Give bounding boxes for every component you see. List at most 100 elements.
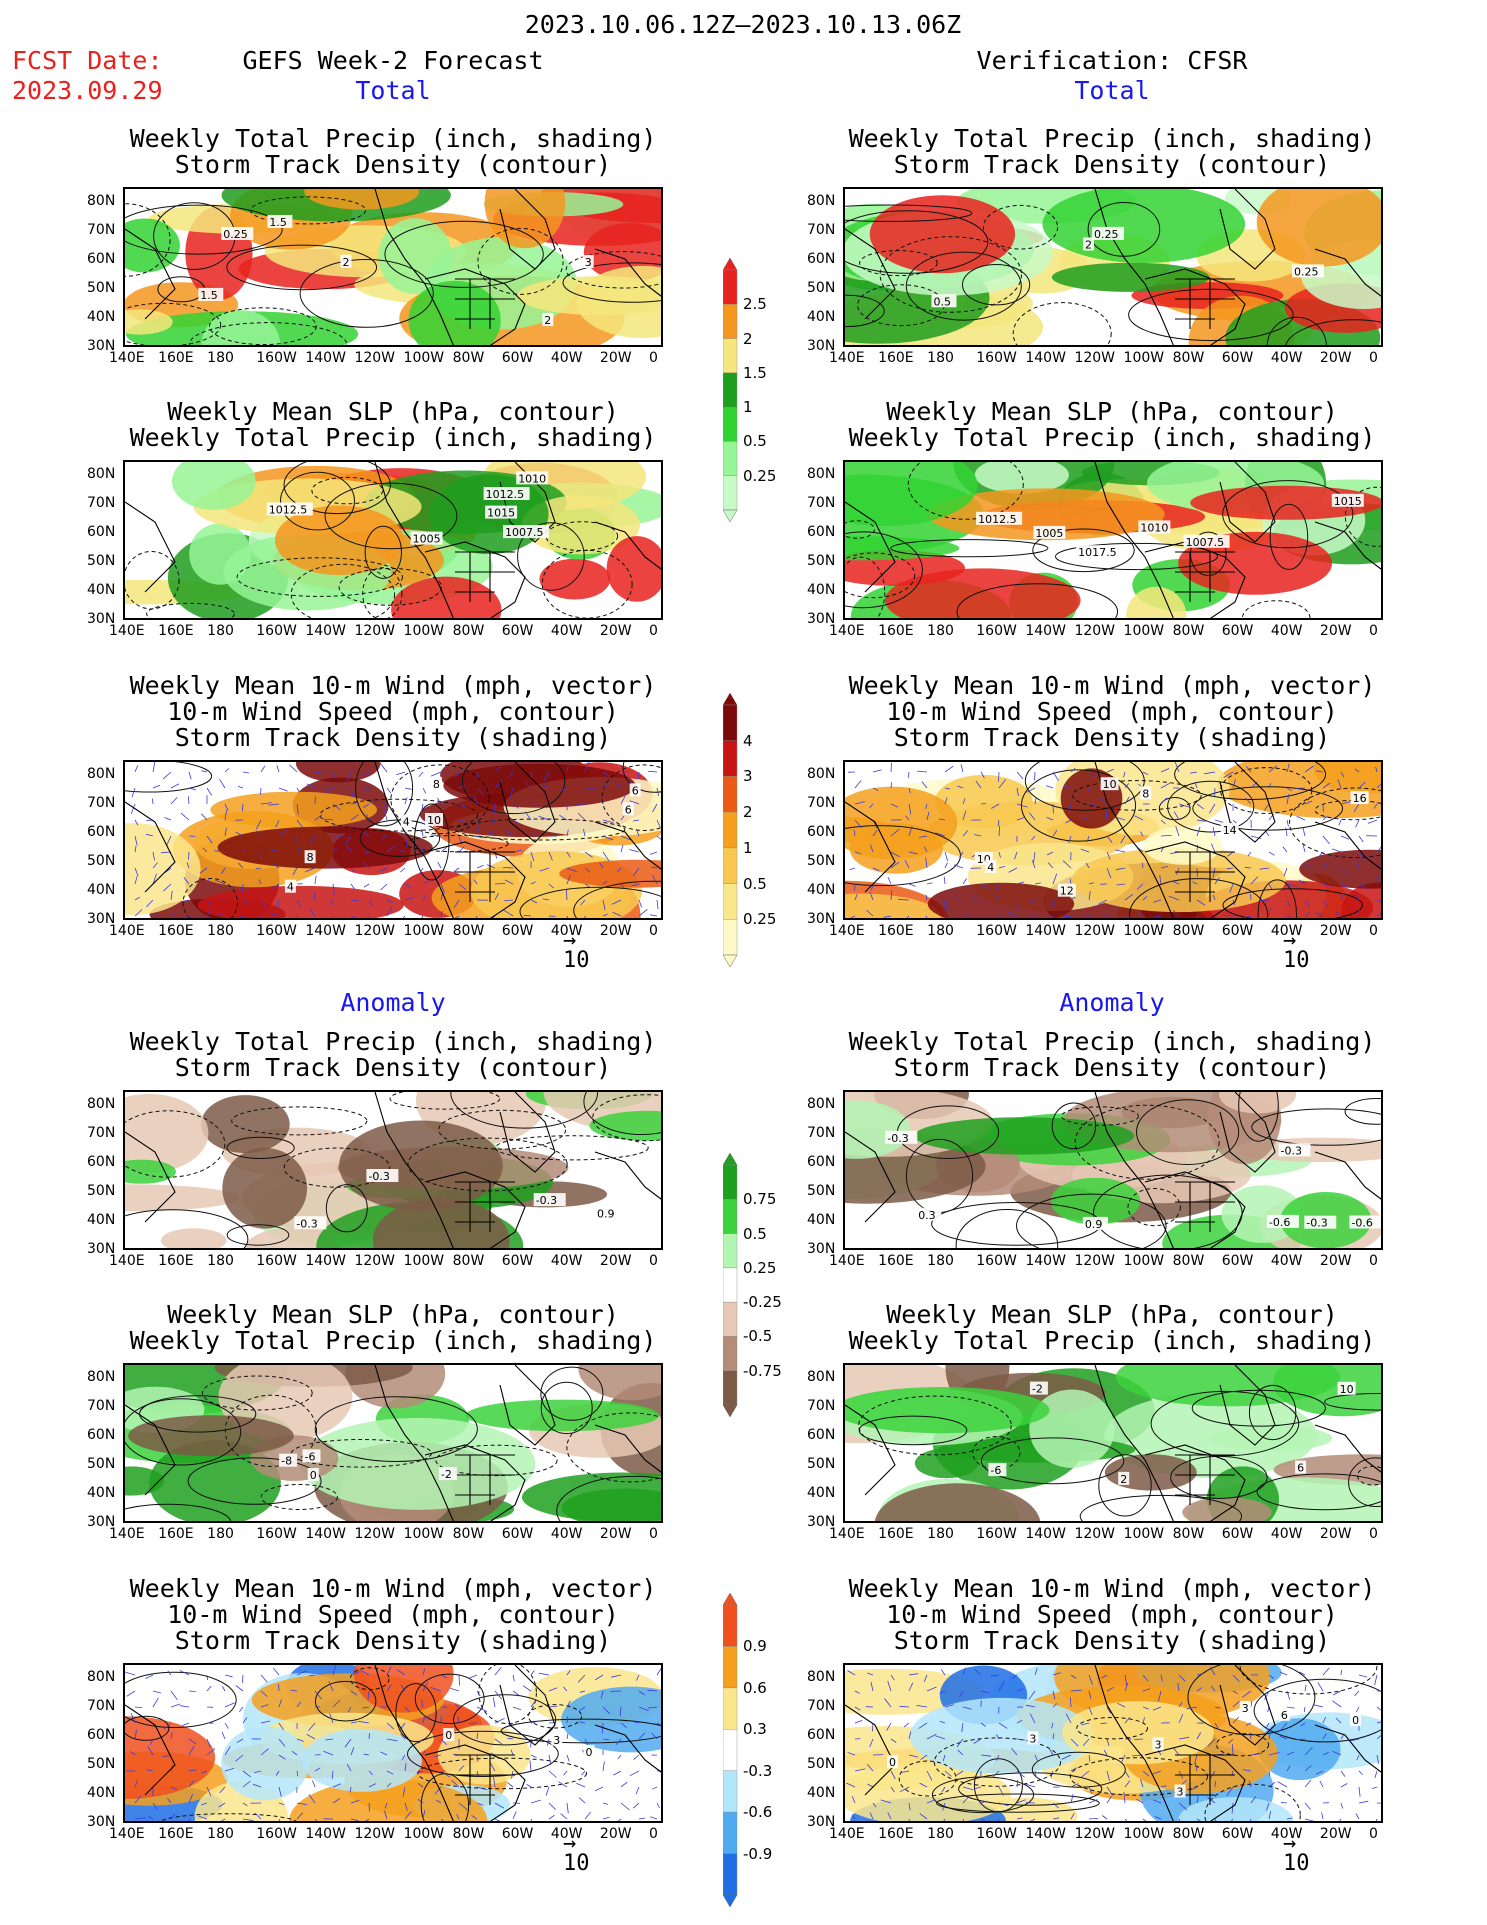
- wind-vector: [1247, 851, 1252, 857]
- lat-tick-label: 70N: [87, 222, 116, 238]
- wind-vector: [1106, 1706, 1112, 1714]
- lat-tick-label: 80N: [87, 193, 116, 209]
- wind-vector: [224, 1702, 235, 1708]
- wind-vector: [202, 847, 208, 853]
- contour-label-bg: [1083, 237, 1094, 251]
- contour-label: 0: [586, 1746, 593, 1759]
- lon-tick-label: 0: [649, 350, 658, 366]
- lon-tick-label: 100W: [403, 350, 445, 366]
- panel-title: Weekly Mean SLP (hPa, contour) Weekly Tot…: [849, 1302, 1376, 1354]
- wind-vector: [1286, 787, 1292, 792]
- colorbar-label: 2.5: [743, 295, 767, 314]
- wind-vector: [869, 803, 874, 809]
- contour-line: [1253, 1678, 1381, 1743]
- wind-vector: [314, 814, 323, 821]
- wind-vector: [1124, 1770, 1130, 1778]
- shading-blob: [391, 576, 502, 618]
- contour-label-bg: [551, 1732, 563, 1746]
- wind-vector: [430, 1687, 442, 1692]
- lon-tick-label: 160E: [158, 350, 194, 366]
- wind-vector: [1304, 800, 1313, 805]
- wind-vector: [201, 1770, 208, 1774]
- coastline: [1219, 462, 1276, 543]
- contour-label: -2: [441, 1468, 452, 1481]
- shading-blob: [845, 1387, 1050, 1434]
- wind-vector: [512, 803, 519, 809]
- contour-line: [1158, 797, 1191, 821]
- coastline: [499, 1365, 556, 1446]
- wind-vector: [386, 1770, 394, 1775]
- wind-vector: [656, 1667, 661, 1676]
- wind-vector: [530, 1720, 540, 1724]
- wind-vector: [1172, 880, 1180, 885]
- colorbar-label: 2: [743, 329, 753, 348]
- wind-vector: [980, 883, 989, 889]
- wind-vector: [615, 1738, 622, 1745]
- wind-vector: [386, 1684, 392, 1692]
- wind-vector: [260, 1704, 269, 1708]
- wind-vector: [1304, 1802, 1311, 1810]
- wind-vector: [188, 1779, 195, 1788]
- wind-vector: [530, 771, 533, 778]
- wind-vector: [1069, 803, 1072, 813]
- contour-label-bg: [1349, 1215, 1381, 1229]
- wind-vector: [363, 1753, 370, 1756]
- wind-vector: [346, 771, 352, 782]
- lon-tick-label: 120W: [354, 923, 396, 939]
- wind-vector: [350, 867, 355, 873]
- lon-tick-label: 100W: [1123, 923, 1165, 939]
- wind-vector: [1117, 1702, 1126, 1708]
- contour-line: [231, 1106, 368, 1136]
- wind-vector: [458, 883, 467, 890]
- lat-tick-label: 70N: [87, 495, 116, 511]
- wind-vector: [1086, 787, 1090, 794]
- wind-vector: [1116, 817, 1126, 821]
- wind-vector: [1034, 1754, 1039, 1762]
- wind-vector: [602, 782, 610, 789]
- wind-vector: [1340, 867, 1349, 876]
- wind-vector: [206, 1748, 216, 1756]
- wind-vector: [218, 898, 226, 901]
- wind-vector: [1178, 1818, 1181, 1821]
- colorbar-segment: [723, 372, 738, 408]
- wind-vector: [997, 1818, 1000, 1821]
- contour-line: [201, 1375, 313, 1411]
- wind-vector: [1296, 1738, 1306, 1741]
- wind-vector: [1136, 1798, 1144, 1804]
- wind-vector: [170, 1732, 173, 1740]
- wind-vector: [1124, 796, 1130, 805]
- wind-vector: [584, 762, 589, 773]
- wind-vector: [134, 845, 137, 853]
- contour-line: [417, 1757, 588, 1790]
- wind-vector: [1374, 1770, 1378, 1779]
- lat-tick-label: 70N: [807, 222, 836, 238]
- lon-tick-label: 60W: [501, 350, 534, 366]
- wind-vector: [1106, 867, 1112, 879]
- contour-line: [125, 1398, 242, 1466]
- wind-vector: [308, 1794, 316, 1804]
- wind-vector: [944, 862, 948, 869]
- wind-vector: [1358, 781, 1366, 789]
- wind-vector: [170, 1813, 176, 1820]
- wind-vector: [1080, 816, 1090, 821]
- colorbar-segment: [723, 704, 738, 741]
- wind-vector: [600, 1690, 604, 1699]
- wind-vector: [957, 1749, 964, 1756]
- wind-vector: [1196, 826, 1201, 837]
- wind-vector: [530, 881, 536, 885]
- colorbar-segment: [723, 1646, 738, 1689]
- contour-label-bg: [438, 1467, 457, 1481]
- wind-vector: [332, 883, 335, 895]
- contour-label-bg: [1350, 791, 1369, 805]
- wind-vector: [508, 771, 514, 779]
- lat-tick-label: 30N: [807, 911, 836, 927]
- wind-vector: [1227, 851, 1234, 857]
- colorbar: [723, 693, 738, 967]
- contour-label-bg: [198, 287, 224, 301]
- wind-vector: [188, 1769, 197, 1772]
- lat-tick-label: 30N: [807, 611, 836, 627]
- contour-label: 1.5: [200, 289, 218, 302]
- wind-vector: [398, 849, 406, 853]
- wind-vector: [134, 1706, 143, 1708]
